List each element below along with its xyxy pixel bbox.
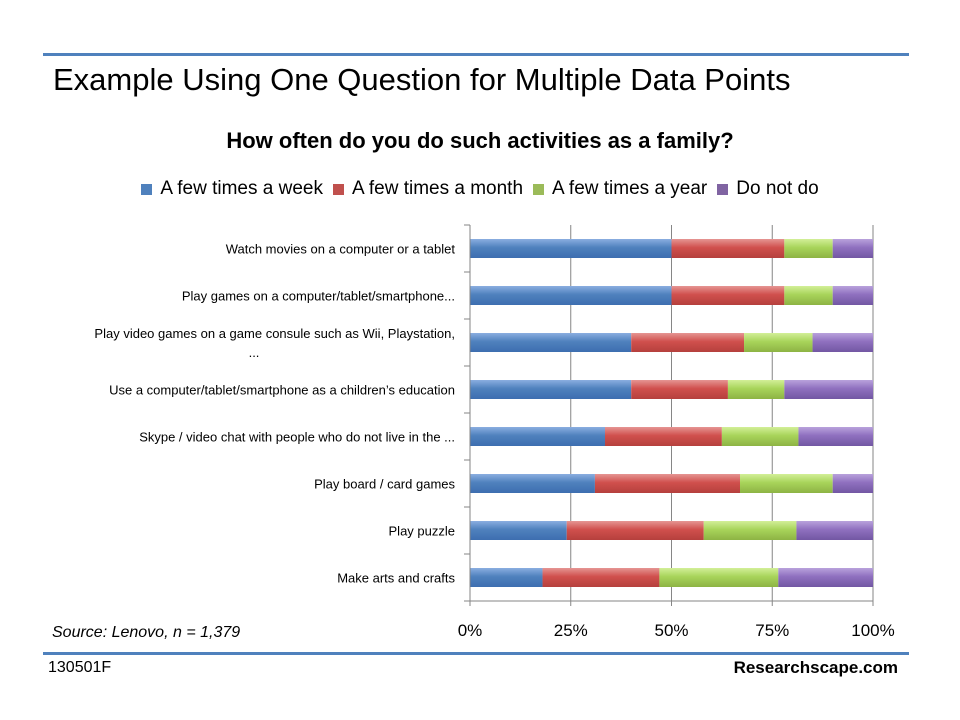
- category-label: Play games on a computer/tablet/smartpho…: [182, 289, 455, 304]
- legend-label-do-not: Do not do: [736, 178, 819, 199]
- bar-segment: [832, 286, 873, 305]
- bar-segment: [778, 568, 873, 587]
- legend-item-week: A few times a week: [141, 178, 323, 200]
- x-tick-label: 100%: [851, 621, 894, 640]
- bar-segment: [721, 427, 799, 446]
- bar-segment: [784, 286, 833, 305]
- bar-segment: [470, 333, 632, 352]
- bar-segment: [798, 427, 873, 446]
- legend-swatch-month: [332, 183, 344, 195]
- legend-label-week: A few times a week: [160, 178, 323, 199]
- bar-segment: [631, 333, 745, 352]
- category-label: ...: [249, 345, 260, 360]
- bar-segment: [671, 239, 785, 258]
- bar-segment: [470, 380, 632, 399]
- x-tick-label: 25%: [554, 621, 588, 640]
- legend-item-month: A few times a month: [332, 178, 524, 200]
- footer-code: 130501F: [48, 659, 112, 676]
- source-note: Source: Lenovo, n = 1,379: [52, 624, 241, 641]
- bar-segment: [605, 427, 722, 446]
- x-tick-label: 75%: [755, 621, 789, 640]
- category-label: Skype / video chat with people who do no…: [139, 430, 455, 445]
- x-tick-label: 50%: [654, 621, 688, 640]
- bar-segment: [566, 521, 704, 540]
- footer-site: Researchscape.com: [733, 658, 898, 677]
- bar-segment: [470, 239, 672, 258]
- legend-swatch-do-not: [717, 183, 729, 195]
- bar-segment: [470, 568, 543, 587]
- bar-segment: [659, 568, 779, 587]
- chart-title: How often do you do such activities as a…: [226, 128, 734, 153]
- x-tick-label: 0%: [458, 621, 483, 640]
- slide-title: Example Using One Question for Multiple …: [53, 62, 791, 97]
- bar-segment: [542, 568, 660, 587]
- category-label: Play puzzle: [389, 524, 455, 539]
- category-label: Play video games on a game consule such …: [94, 326, 455, 341]
- legend-item-do-not: Do not do: [717, 178, 819, 200]
- bar-segment: [740, 474, 833, 493]
- bottom-rule: [43, 652, 909, 655]
- legend-label-month: A few times a month: [351, 178, 524, 199]
- chart-legend: A few times a week A few times a month A…: [0, 178, 960, 200]
- legend-swatch-year: [533, 183, 545, 195]
- bar-segment: [631, 380, 728, 399]
- legend-item-year: A few times a year: [533, 178, 707, 200]
- bar-segment: [470, 286, 672, 305]
- category-label: Watch movies on a computer or a tablet: [226, 242, 456, 257]
- bar-segment: [470, 427, 606, 446]
- bar-segment: [812, 333, 873, 352]
- bar-segment: [594, 474, 741, 493]
- bar-segment: [796, 521, 873, 540]
- top-rule: [43, 53, 909, 56]
- bar-segment: [832, 239, 873, 258]
- legend-swatch-week: [141, 183, 153, 195]
- bar-segment: [470, 474, 595, 493]
- bar-segment: [703, 521, 797, 540]
- bar-segment: [744, 333, 813, 352]
- bar-segment: [470, 521, 567, 540]
- category-label: Make arts and crafts: [337, 571, 455, 586]
- bar-segment: [784, 380, 873, 399]
- bar-segment: [832, 474, 873, 493]
- legend-label-year: A few times a year: [552, 178, 708, 199]
- category-label: Play board / card games: [314, 477, 455, 492]
- bar-segment: [671, 286, 785, 305]
- bar-segment: [784, 239, 833, 258]
- category-label: Use a computer/tablet/smartphone as a ch…: [109, 383, 455, 398]
- bar-segment: [727, 380, 785, 399]
